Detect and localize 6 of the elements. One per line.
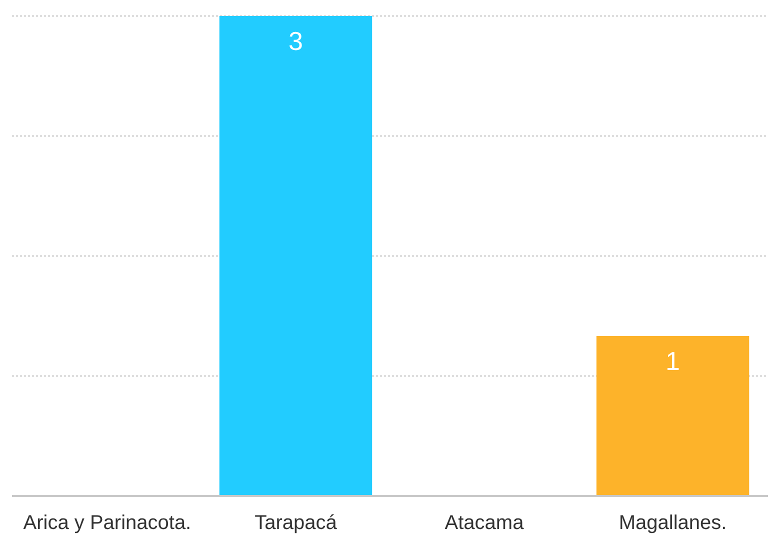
data-label: 3 — [288, 26, 303, 56]
x-tick-label: Arica y Parinacota. — [23, 512, 192, 534]
x-tick-label: Tarapacá — [254, 512, 338, 534]
x-tick-label: Magallanes. — [618, 512, 727, 534]
x-tick-label: Atacama — [444, 512, 525, 534]
data-label: 1 — [666, 346, 680, 376]
